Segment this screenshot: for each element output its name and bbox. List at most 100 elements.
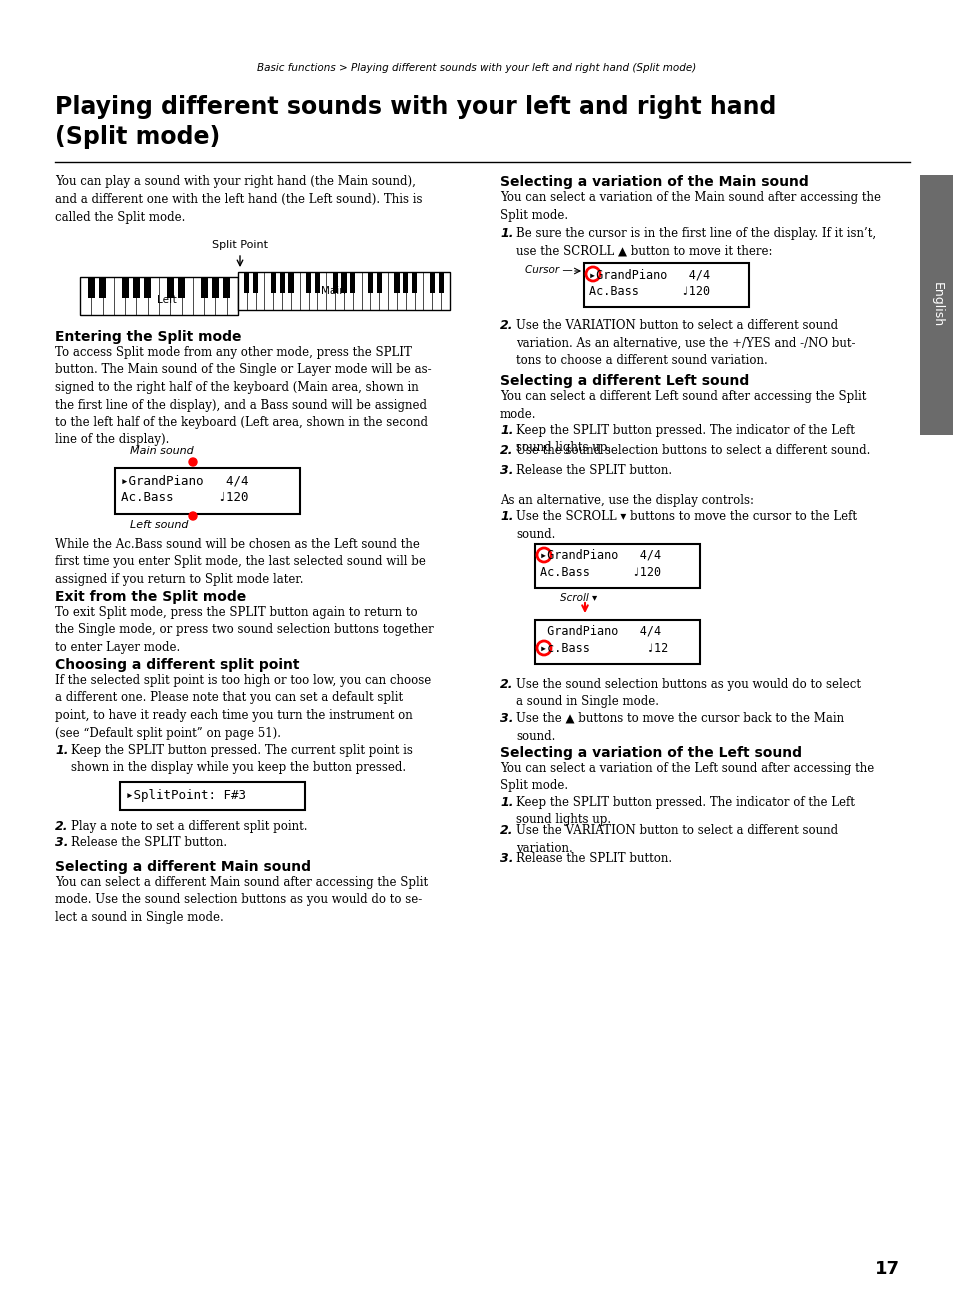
Bar [279, 272, 285, 293]
Text: 2.: 2. [499, 443, 513, 456]
Text: Be sure the cursor is in the first line of the display. If it isn’t,
use the SCR: Be sure the cursor is in the first line … [516, 228, 875, 258]
Text: Selecting a different Main sound: Selecting a different Main sound [55, 859, 311, 874]
Text: Release the SPLIT button.: Release the SPLIT button. [516, 464, 672, 477]
Text: GrandPiano   4/4: GrandPiano 4/4 [539, 625, 660, 638]
Bar [271, 272, 275, 293]
Text: Selecting a variation of the Main sound: Selecting a variation of the Main sound [499, 175, 808, 188]
Bar [237, 272, 450, 310]
Circle shape [189, 511, 196, 521]
Bar [583, 263, 748, 307]
Text: Exit from the Split mode: Exit from the Split mode [55, 590, 246, 604]
Bar [438, 272, 443, 293]
Text: 1.: 1. [55, 744, 69, 757]
Bar [122, 277, 129, 298]
Text: You can select a variation of the Main sound after accessing the
Split mode.: You can select a variation of the Main s… [499, 191, 880, 221]
Text: Release the SPLIT button.: Release the SPLIT button. [516, 852, 672, 865]
Bar [350, 272, 355, 293]
Text: You can select a different Main sound after accessing the Split
mode. Use the so: You can select a different Main sound af… [55, 876, 428, 923]
Bar [115, 468, 299, 514]
Text: Cursor —: Cursor — [524, 266, 572, 275]
Text: If the selected split point is too high or too low, you can choose
a different o: If the selected split point is too high … [55, 674, 431, 739]
Bar [244, 272, 250, 293]
Bar [341, 272, 346, 293]
Text: Use the VARIATION button to select a different sound
variation.: Use the VARIATION button to select a dif… [516, 824, 838, 854]
Text: ▸c.Bass        ♩12: ▸c.Bass ♩12 [539, 642, 667, 655]
Text: ▸GrandPiano   4/4: ▸GrandPiano 4/4 [539, 549, 660, 562]
Text: Ac.Bass      ♩120: Ac.Bass ♩120 [588, 285, 709, 298]
Text: ▸GrandPiano   4/4: ▸GrandPiano 4/4 [121, 473, 248, 487]
Text: 3.: 3. [55, 836, 69, 849]
Bar [412, 272, 416, 293]
Bar [368, 272, 373, 293]
Text: 3.: 3. [499, 712, 513, 725]
Bar [223, 277, 230, 298]
Text: Entering the Split mode: Entering the Split mode [55, 330, 241, 344]
Bar [253, 272, 258, 293]
Text: Basic functions > Playing different sounds with your left and right hand (Split : Basic functions > Playing different soun… [257, 63, 696, 73]
Bar [212, 277, 218, 298]
Text: Use the VARIATION button to select a different sound
variation. As an alternativ: Use the VARIATION button to select a dif… [516, 319, 855, 368]
Bar [132, 277, 140, 298]
Bar [535, 544, 700, 589]
Text: While the Ac.Bass sound will be chosen as the Left sound the
first time you ente: While the Ac.Bass sound will be chosen a… [55, 538, 425, 586]
Text: Use the sound selection buttons to select a different sound.: Use the sound selection buttons to selec… [516, 443, 869, 456]
Text: Keep the SPLIT button pressed. The indicator of the Left
sound lights up.: Keep the SPLIT button pressed. The indic… [516, 797, 854, 827]
Bar [333, 272, 337, 293]
Bar [80, 277, 237, 315]
Text: You can play a sound with your right hand (the Main sound),
and a different one : You can play a sound with your right han… [55, 175, 422, 224]
Bar [120, 782, 305, 810]
Text: As an alternative, use the display controls:: As an alternative, use the display contr… [499, 494, 753, 508]
Text: 2.: 2. [499, 319, 513, 332]
Bar [167, 277, 173, 298]
Text: 1.: 1. [499, 510, 513, 523]
Text: 3.: 3. [499, 464, 513, 477]
Text: ▸SplitPoint: F#3: ▸SplitPoint: F#3 [126, 789, 246, 802]
Text: Play a note to set a different split point.: Play a note to set a different split poi… [71, 820, 307, 833]
Text: Release the SPLIT button.: Release the SPLIT button. [71, 836, 227, 849]
Bar [144, 277, 151, 298]
Text: Selecting a different Left sound: Selecting a different Left sound [499, 374, 748, 388]
Text: Selecting a variation of the Left sound: Selecting a variation of the Left sound [499, 746, 801, 760]
Text: 2.: 2. [499, 824, 513, 837]
Bar [919, 175, 953, 436]
Text: English: English [929, 283, 943, 327]
Text: Use the ▲ buttons to move the cursor back to the Main
sound.: Use the ▲ buttons to move the cursor bac… [516, 712, 843, 743]
Bar [429, 272, 435, 293]
Text: 2.: 2. [499, 678, 513, 691]
Text: 1.: 1. [499, 797, 513, 810]
Text: Use the SCROLL ▾ buttons to move the cursor to the Left
sound.: Use the SCROLL ▾ buttons to move the cur… [516, 510, 856, 540]
Bar [178, 277, 185, 298]
Text: Use the sound selection buttons as you would do to select
a sound in Single mode: Use the sound selection buttons as you w… [516, 678, 861, 709]
Text: Keep the SPLIT button pressed. The indicator of the Left
sound lights up.: Keep the SPLIT button pressed. The indic… [516, 424, 854, 454]
Text: Ac.Bass      ♩120: Ac.Bass ♩120 [121, 490, 248, 504]
Text: 1.: 1. [499, 424, 513, 437]
Text: Choosing a different split point: Choosing a different split point [55, 658, 299, 672]
Text: To exit Split mode, press the SPLIT button again to return to
the Single mode, o: To exit Split mode, press the SPLIT butt… [55, 606, 434, 654]
Bar [306, 272, 311, 293]
Text: Left: Left [157, 294, 176, 305]
Text: Main: Main [320, 286, 346, 296]
Text: Playing different sounds with your left and right hand: Playing different sounds with your left … [55, 95, 776, 119]
Bar [99, 277, 106, 298]
Bar [88, 277, 94, 298]
Text: Left sound: Left sound [130, 521, 189, 530]
Text: 3.: 3. [499, 852, 513, 865]
Bar [403, 272, 408, 293]
Bar [314, 272, 320, 293]
Bar [288, 272, 294, 293]
Text: Scroll ▾: Scroll ▾ [559, 593, 597, 603]
Text: To access Split mode from any other mode, press the SPLIT
button. The Main sound: To access Split mode from any other mode… [55, 347, 431, 446]
Text: 2.: 2. [55, 820, 69, 833]
Text: You can select a different Left sound after accessing the Split
mode.: You can select a different Left sound af… [499, 390, 865, 420]
Text: Ac.Bass      ♩120: Ac.Bass ♩120 [539, 566, 660, 579]
Text: Keep the SPLIT button pressed. The current split point is
shown in the display w: Keep the SPLIT button pressed. The curre… [71, 744, 413, 774]
Text: 1.: 1. [499, 228, 513, 239]
Text: ▸GrandPiano   4/4: ▸GrandPiano 4/4 [588, 268, 709, 281]
Bar [376, 272, 381, 293]
Text: 17: 17 [874, 1260, 899, 1278]
Bar [200, 277, 208, 298]
Text: Main sound: Main sound [130, 446, 193, 456]
Bar [535, 620, 700, 664]
Bar [394, 272, 399, 293]
Text: Split Point: Split Point [212, 239, 268, 250]
